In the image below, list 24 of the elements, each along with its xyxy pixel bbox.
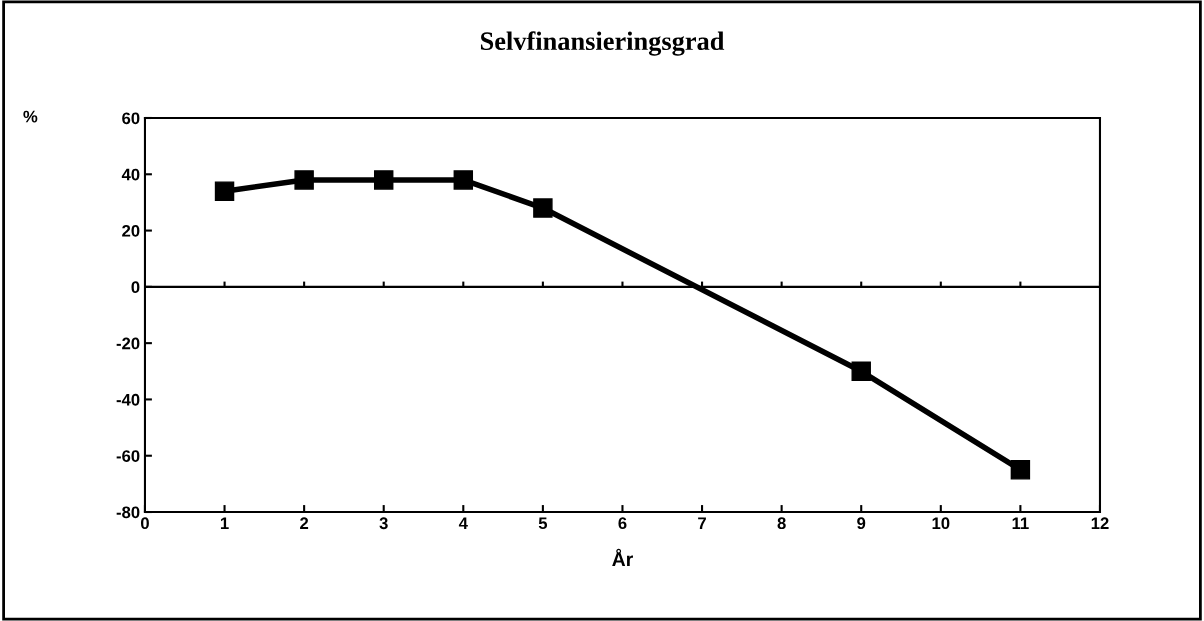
x-tick-label: 11: [1012, 517, 1029, 529]
x-tick-label: 7: [698, 517, 706, 529]
x-axis-title: År: [612, 548, 633, 566]
y-tick-label: -80: [116, 506, 140, 519]
x-tick-label: 1: [220, 517, 229, 529]
y-tick-label: -40: [116, 393, 140, 406]
y-tick-label: -60: [116, 450, 140, 462]
x-tick-label: 3: [379, 517, 388, 530]
x-tick-label: 0: [140, 517, 149, 530]
y-tick-label: 60: [122, 112, 140, 125]
chart-title: Selvfinansieringsgrad: [480, 31, 725, 56]
y-tick-label: -20: [116, 337, 140, 350]
x-tick-label: 6: [618, 517, 627, 530]
x-tick-label: 2: [300, 517, 309, 529]
y-axis-title: %: [23, 110, 38, 123]
y-tick-label: 40: [121, 168, 140, 181]
x-tick-label: 12: [1091, 517, 1109, 529]
x-tick-label: 10: [932, 517, 950, 530]
x-tick-label: 9: [857, 517, 866, 530]
y-tick-label: 0: [131, 281, 140, 294]
x-tick-label: 4: [458, 517, 468, 529]
y-tick-label: 20: [122, 224, 140, 237]
x-tick-label: 8: [777, 517, 786, 530]
x-tick-label: 5: [538, 517, 548, 530]
